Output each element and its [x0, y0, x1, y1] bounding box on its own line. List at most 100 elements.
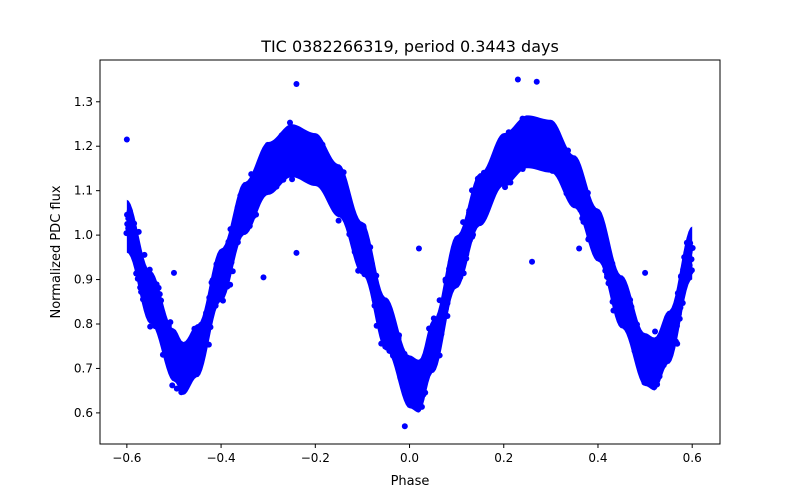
data-point [418, 403, 425, 410]
data-point [467, 223, 474, 230]
data-point [330, 188, 337, 195]
data-point [167, 359, 174, 366]
data-point [532, 161, 539, 168]
data-point [245, 211, 252, 218]
data-point [486, 191, 493, 198]
data-point [340, 169, 347, 176]
data-point [224, 272, 231, 279]
data-point [596, 240, 603, 247]
data-point [609, 268, 616, 275]
data-point [287, 136, 294, 143]
data-point [260, 180, 267, 187]
data-point [306, 159, 313, 166]
data-point [575, 168, 582, 175]
data-point [570, 156, 577, 163]
data-point [155, 284, 162, 291]
data-point [135, 228, 142, 235]
data-point [250, 205, 257, 212]
data-point [399, 369, 406, 376]
data-point [367, 244, 374, 251]
data-point [156, 291, 163, 298]
data-point [466, 207, 473, 214]
data-point [276, 156, 283, 163]
data-point [352, 236, 359, 243]
data-point [274, 180, 281, 187]
data-point [484, 204, 491, 211]
data-point [485, 183, 492, 190]
data-point [550, 148, 557, 155]
data-point [172, 363, 179, 370]
data-point [234, 228, 241, 235]
data-point [167, 319, 174, 326]
data-point [332, 176, 339, 183]
data-point [207, 312, 214, 319]
data-point [660, 362, 667, 369]
data-point [213, 261, 220, 268]
data-point [548, 153, 555, 160]
data-point [201, 322, 208, 329]
data-point [337, 198, 344, 205]
data-point [429, 351, 436, 358]
data-point [626, 322, 633, 329]
data-point [227, 281, 234, 288]
data-point [430, 315, 437, 322]
data-point [272, 163, 279, 170]
data-point [189, 337, 196, 344]
data-point [633, 321, 640, 328]
data-point [191, 331, 198, 338]
data-point [195, 359, 202, 366]
data-point [638, 359, 645, 366]
data-point [547, 126, 554, 133]
data-point [506, 132, 513, 139]
data-point [411, 367, 418, 374]
data-point [442, 278, 449, 285]
data-point [477, 177, 484, 184]
data-point [647, 377, 654, 384]
data-point [217, 276, 224, 283]
data-point [439, 311, 446, 318]
data-point [590, 208, 597, 215]
data-point [378, 308, 385, 315]
data-point [511, 152, 518, 159]
data-point-band [126, 115, 693, 413]
data-point [223, 277, 230, 284]
data-point [681, 254, 688, 261]
data-point [335, 183, 342, 190]
data-point [159, 315, 166, 322]
data-point [334, 167, 341, 174]
data-point [285, 169, 292, 176]
data-point [376, 300, 383, 307]
data-point [642, 375, 649, 382]
data-point [178, 389, 185, 396]
data-point [436, 352, 443, 359]
data-point [458, 253, 465, 260]
data-point [270, 144, 277, 151]
data-point-outlier [123, 136, 130, 143]
data-point [183, 355, 190, 362]
data-point [138, 270, 145, 277]
data-point [528, 148, 535, 155]
data-point [319, 141, 326, 148]
data-point [237, 192, 244, 199]
data-point [141, 251, 148, 258]
data-point [650, 351, 657, 358]
data-point [280, 176, 287, 183]
x-axis-label: Phase [391, 474, 430, 489]
x-tick-label: −0.4 [207, 451, 236, 465]
data-point [387, 316, 394, 323]
y-tick-label: 0.8 [74, 317, 93, 331]
data-point [268, 163, 275, 170]
data-point [169, 382, 176, 389]
data-point [138, 264, 145, 271]
data-point [436, 297, 443, 304]
data-point [656, 373, 663, 380]
data-point [372, 280, 379, 287]
data-point [542, 120, 549, 127]
data-point-outlier [514, 76, 521, 83]
data-point [328, 193, 335, 200]
data-point [480, 169, 487, 176]
data-point-outlier [260, 274, 267, 281]
data-point [347, 203, 354, 210]
data-point [559, 150, 566, 157]
data-point [521, 151, 528, 158]
